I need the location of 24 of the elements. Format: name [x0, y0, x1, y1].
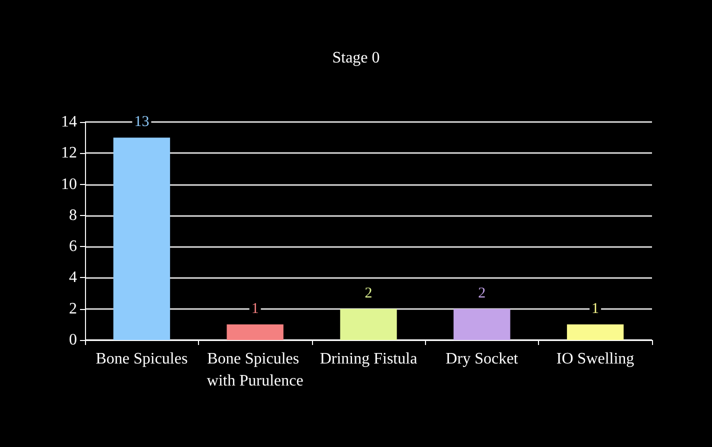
- data-label: 1: [251, 300, 259, 317]
- y-tick-label: 14: [61, 114, 77, 130]
- bar: [454, 308, 510, 340]
- x-tick-label: Bone Spicules: [96, 350, 188, 368]
- chart-title: Stage 0: [332, 50, 380, 66]
- bar: [566, 324, 624, 340]
- y-tick-label: 6: [69, 238, 77, 256]
- bar: [226, 324, 284, 340]
- y-tick-label: 10: [61, 176, 77, 193]
- data-label: 2: [478, 285, 486, 302]
- y-tick-label: 8: [69, 206, 77, 224]
- bar: [113, 138, 170, 340]
- y-tick-label: 4: [69, 269, 77, 286]
- y-tick-label: 12: [61, 144, 77, 162]
- y-tick-label: 2: [69, 300, 77, 318]
- x-tick-label: Dry Socket: [446, 350, 519, 368]
- y-tick-label: 0: [69, 332, 77, 348]
- data-label: 1: [592, 300, 600, 317]
- data-label: 2: [364, 285, 372, 302]
- data-label: 13: [134, 114, 150, 130]
- bar: [340, 308, 397, 340]
- x-tick-label: IO Swelling: [556, 350, 634, 368]
- x-tick-label: Bone Spicules with Purulence: [206, 350, 304, 390]
- x-tick-label: Drining Fistula: [320, 350, 418, 368]
